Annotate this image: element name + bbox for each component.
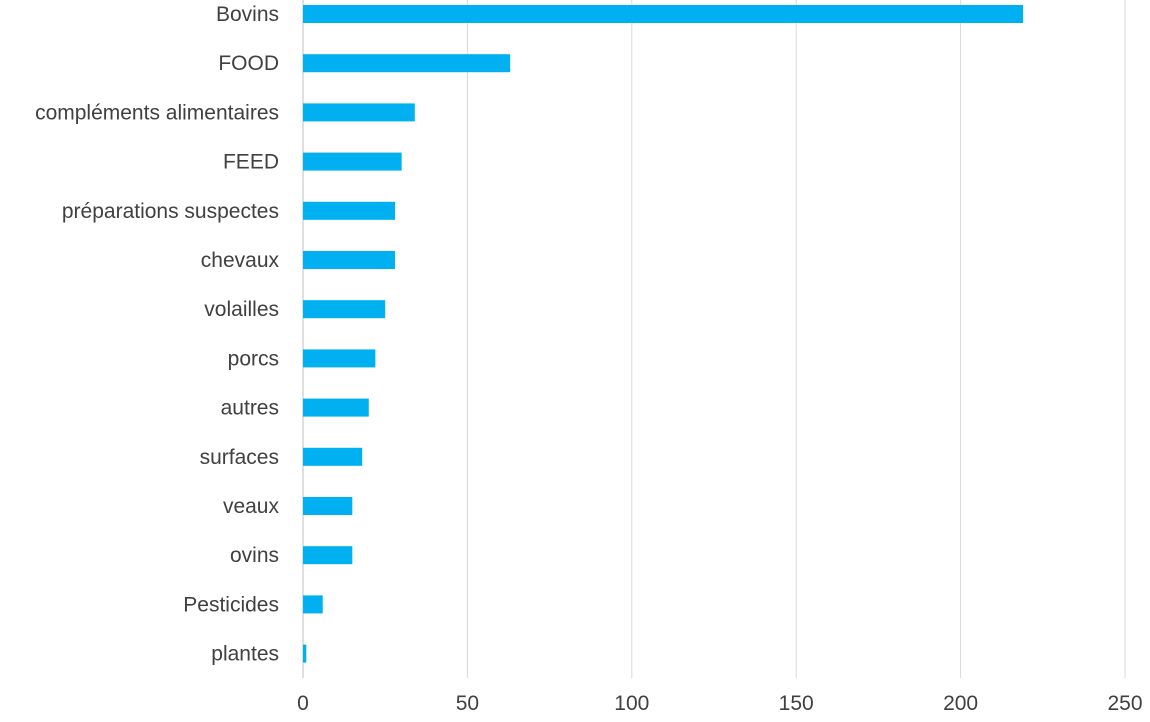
bar-plantes xyxy=(303,644,307,663)
category-label: porcs xyxy=(228,347,279,370)
bar-pr-parations-suspectes xyxy=(303,201,396,220)
bar-food xyxy=(303,54,511,73)
bar-veaux xyxy=(303,497,353,515)
category-label: plantes xyxy=(211,643,279,666)
x-tick-label: 50 xyxy=(456,692,479,715)
bar-chevaux xyxy=(303,251,396,269)
x-tick-label: 200 xyxy=(943,692,978,715)
category-label: surfaces xyxy=(200,446,279,469)
bars xyxy=(303,5,1024,663)
x-tick-labels: 0 50 100 150 200 250 xyxy=(297,692,1142,715)
category-label: FOOD xyxy=(218,52,279,75)
category-label: autres xyxy=(221,397,279,420)
x-tick-label: 250 xyxy=(1107,692,1142,715)
category-label: volailles xyxy=(204,298,279,321)
category-label: compléments alimentaires xyxy=(35,101,279,124)
bar-porcs xyxy=(303,349,376,368)
bar-autres xyxy=(303,398,369,417)
bar-feed xyxy=(303,152,402,171)
category-label: Pesticides xyxy=(183,593,279,616)
bar-compl-ments-alimentaires xyxy=(303,103,415,122)
bar-bovins xyxy=(303,5,1024,23)
x-tick-label: 150 xyxy=(779,692,814,715)
x-tick-label: 100 xyxy=(614,692,649,715)
category-label: préparations suspectes xyxy=(62,200,279,223)
category-label: FEED xyxy=(223,151,279,174)
bar-pesticides xyxy=(303,595,323,614)
category-label: veaux xyxy=(223,495,280,518)
bar-surfaces xyxy=(303,447,363,466)
bar-ovins xyxy=(303,546,353,565)
category-label: Bovins xyxy=(216,3,279,26)
category-labels: Bovins FOOD compléments alimentaires FEED pr… xyxy=(35,3,279,666)
x-tick-label: 0 xyxy=(297,692,309,715)
bar-volailles xyxy=(303,300,386,319)
gridlines xyxy=(302,0,1126,678)
category-label: chevaux xyxy=(201,249,280,272)
category-label: ovins xyxy=(230,544,279,567)
